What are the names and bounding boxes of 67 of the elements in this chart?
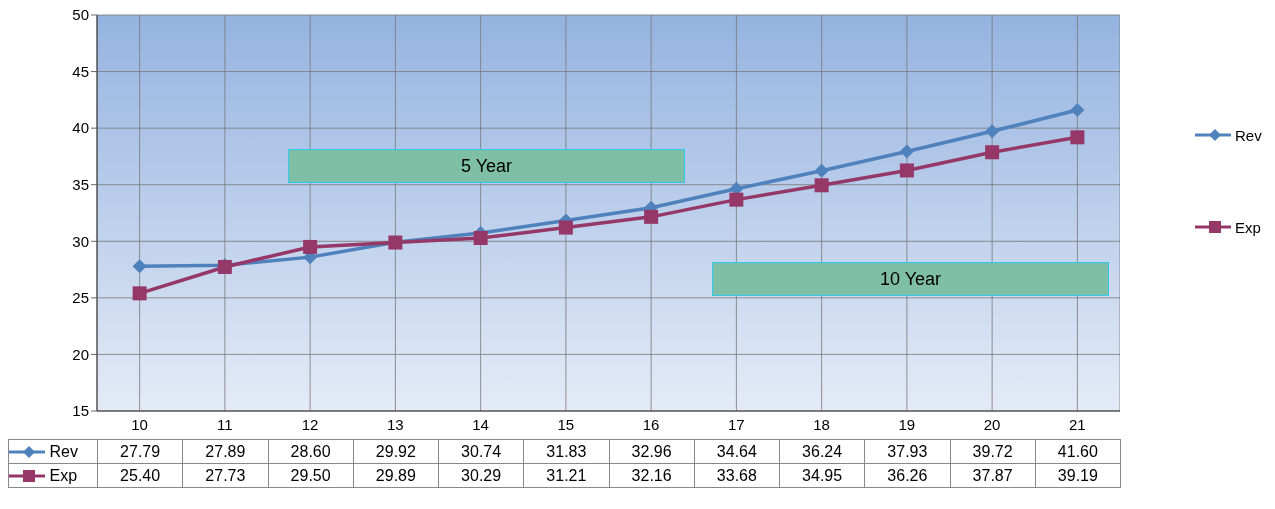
point [899, 163, 914, 178]
label-box: 5 Year [288, 149, 685, 183]
data-label: 34.64 [694, 439, 780, 464]
y-tick-label: 25 [72, 289, 89, 307]
point [132, 259, 147, 274]
data-label: 30.29 [438, 463, 524, 488]
x-tick-label: 21 [1069, 415, 1086, 433]
x-tick-label: 15 [557, 415, 575, 433]
point [1070, 103, 1085, 118]
data-label: 27.79 [97, 439, 183, 464]
x-tick-label: 11 [217, 415, 233, 433]
x-tick-label: 18 [813, 415, 830, 433]
point [558, 220, 573, 235]
x-tick-label: 10 [131, 415, 148, 433]
text: Rev [49, 442, 78, 460]
data-label: 33.68 [694, 463, 780, 488]
data-label: 29.89 [353, 463, 439, 488]
x-tick-label: 13 [387, 415, 404, 433]
x-tick-label: 12 [301, 415, 319, 433]
data-label: 37.87 [950, 463, 1036, 488]
x-tick-label: 17 [728, 415, 745, 433]
data-label: 32.16 [609, 463, 695, 488]
text: Exp [49, 466, 78, 484]
x-tick-label: 16 [642, 415, 660, 433]
legend-label: Exp [1235, 218, 1261, 236]
point [644, 209, 659, 224]
point [985, 124, 1000, 139]
y-tick-label: 40 [72, 119, 89, 137]
annotation: 5 Year [460, 155, 513, 177]
data-label: 34.95 [779, 463, 865, 488]
data-label: 31.21 [523, 463, 609, 488]
data-label: 27.73 [182, 463, 268, 488]
y-tick-label: 50 [72, 6, 89, 24]
data-label: 31.83 [523, 439, 609, 464]
point [132, 286, 147, 301]
data-label: 37.93 [864, 439, 950, 464]
y-tick-label: 35 [72, 176, 89, 194]
legend-label: Rev [1235, 126, 1262, 144]
x-tick-label: 19 [898, 415, 916, 433]
data-label: 41.60 [1035, 439, 1121, 464]
x-tick-label: 20 [983, 415, 1001, 433]
point [899, 144, 914, 159]
data-label: 36.24 [779, 439, 865, 464]
data-label: 28.60 [268, 439, 354, 464]
x-tick-label: 14 [472, 415, 489, 433]
data-label: 25.40 [97, 463, 183, 488]
data-label: 30.74 [438, 439, 524, 464]
point [729, 192, 744, 207]
annotation: 10 Year [879, 268, 942, 290]
data-label: 29.50 [268, 463, 354, 488]
point [1070, 130, 1085, 145]
label-box: 10 Year [712, 262, 1109, 296]
data-label: 36.26 [864, 463, 950, 488]
y-tick-label: 20 [72, 345, 89, 363]
data-label: 27.89 [182, 439, 268, 464]
point [985, 145, 1000, 160]
point [814, 178, 829, 193]
data-label: 29.92 [353, 439, 439, 464]
y-tick-label: 15 [72, 402, 89, 420]
y-tick-label: 30 [72, 232, 89, 250]
y-tick-label: 45 [72, 62, 89, 80]
data-label: 32.96 [609, 439, 695, 464]
data-label: 39.19 [1035, 463, 1121, 488]
point [303, 239, 318, 254]
data-label: 39.72 [950, 439, 1036, 464]
point [473, 231, 488, 246]
point [814, 163, 829, 178]
